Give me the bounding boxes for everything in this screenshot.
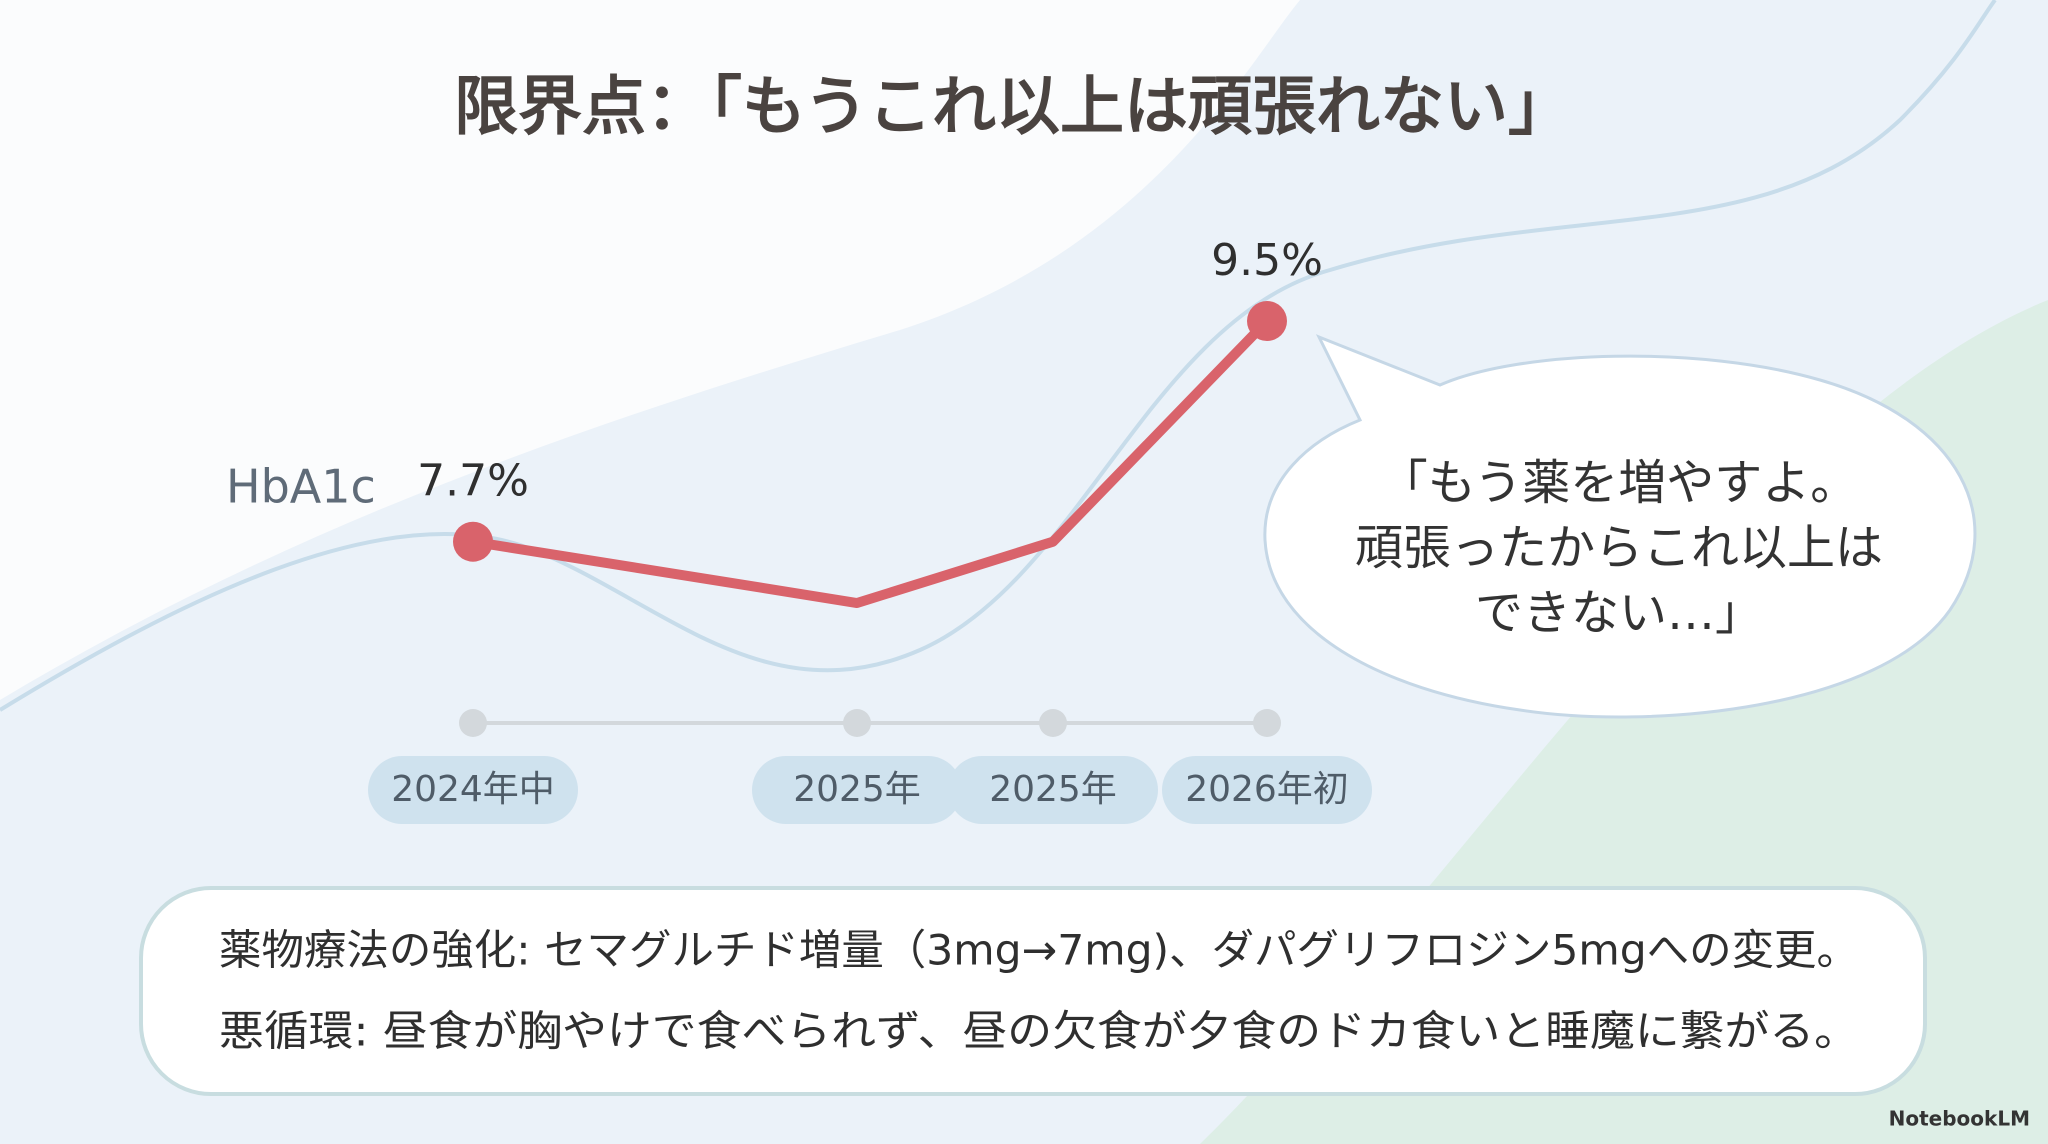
notes: 薬物療法の強化: セマグルチド増量（3mg→7mg)、ダパグリフロジン5mgへの… — [219, 926, 1859, 1056]
bubble-line: 「もう薬を増やすよ。 — [1380, 455, 1859, 511]
x-tick-label: 2024年中 — [391, 769, 555, 810]
timeline-dot — [843, 709, 871, 737]
chart: 2024年中 2025年 2025年 2026年初 7.7% 9.5% — [368, 235, 1372, 824]
title: 限界点：「もうこれ以上は頑張れない」 — [454, 71, 1572, 145]
watermark: NotebookLM — [1889, 1107, 2030, 1131]
data-point — [1247, 301, 1287, 341]
note-line: 薬物療法の強化: セマグルチド増量（3mg→7mg)、ダパグリフロジン5mgへの… — [219, 926, 1859, 975]
bubble-line: 頑張ったからこれ以上は — [1355, 520, 1883, 576]
note-line: 悪循環: 昼食が胸やけで食べられず、昼の欠食が夕食のドカ食いと睡魔に繋がる。 — [219, 1007, 1859, 1056]
x-tick-label: 2025年 — [793, 769, 921, 810]
bubble-line: できない…」 — [1475, 585, 1763, 641]
timeline-dot — [459, 709, 487, 737]
timeline-dot — [1039, 709, 1067, 737]
y-axis-label: HbA1c — [226, 460, 376, 514]
category-pill — [752, 756, 962, 824]
x-tick-label: 2026年初 — [1185, 769, 1349, 810]
category-pill — [1162, 756, 1372, 824]
data-label: 9.5% — [1211, 235, 1323, 286]
category-pill — [948, 756, 1158, 824]
data-label: 7.7% — [417, 456, 529, 507]
data-point — [453, 521, 493, 562]
x-tick-label: 2025年 — [989, 769, 1117, 810]
speech-bubble — [1263, 334, 1977, 719]
data-line — [472, 317, 1271, 608]
timeline-dot — [1253, 709, 1281, 737]
category-pill — [368, 756, 578, 824]
note-box — [139, 886, 1927, 1096]
